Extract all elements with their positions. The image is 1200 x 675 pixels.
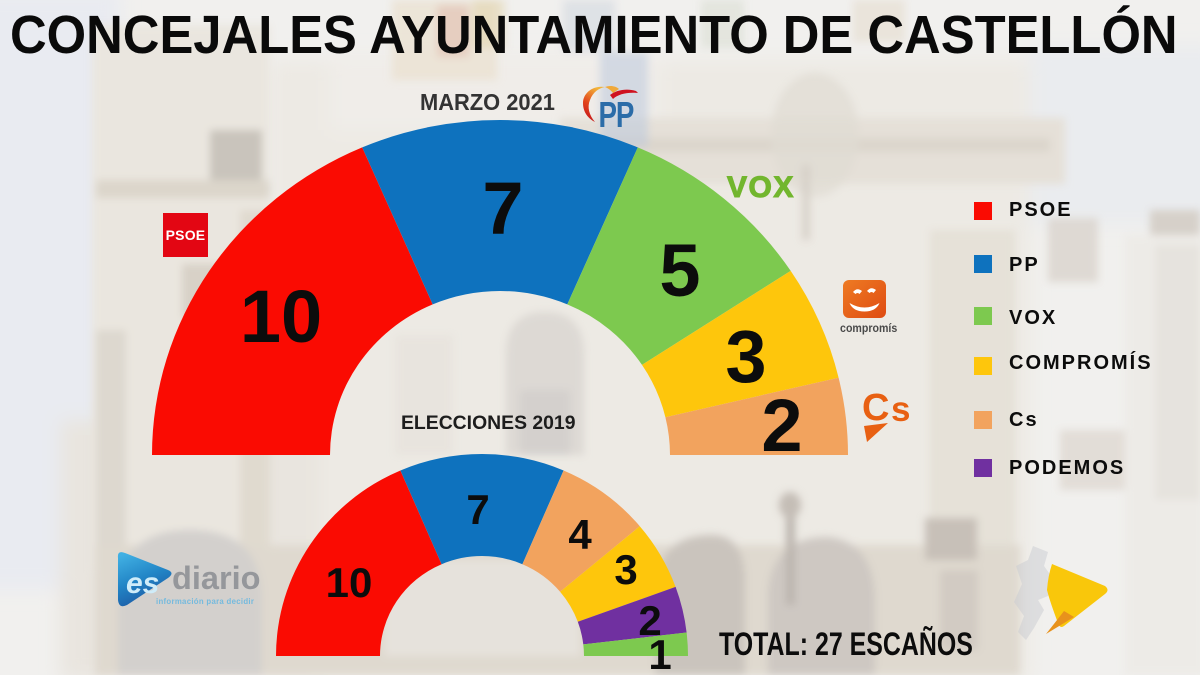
svg-text:C: C xyxy=(862,387,889,429)
svg-text:PP: PP xyxy=(599,95,634,130)
svg-text:s: s xyxy=(891,390,910,429)
svg-text:es: es xyxy=(126,567,159,600)
svg-text:diario: diario xyxy=(172,560,261,596)
svg-text:compromís: compromís xyxy=(840,323,897,336)
svg-text:información para decidir: información para decidir xyxy=(156,597,254,606)
